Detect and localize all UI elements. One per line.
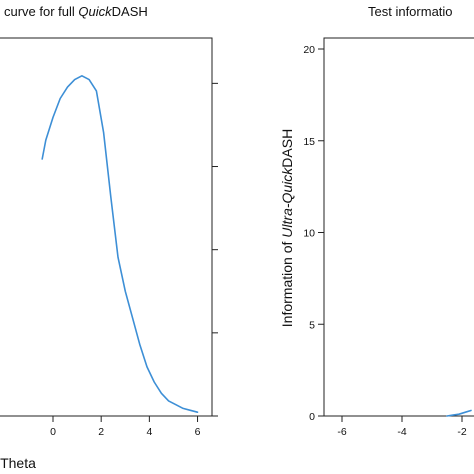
right-y-axis: 0 5 10 15 20 [303,44,324,423]
right-x-tick-label: -6 [337,426,346,438]
right-x-tick-label: -4 [397,426,406,438]
left-title-part-3: DASH [112,4,148,19]
left-title-part-2: Quick [78,4,113,19]
right-chart-title: Test informatio [368,4,453,19]
right-y-tick-label: 0 [309,411,315,423]
right-y-axis-label: Information of Ultra-QuickDASH [279,129,295,327]
right-y-tick-label: 20 [303,44,315,56]
left-chart-title: curve for full QuickDASH [4,4,148,19]
right-series-group [446,409,472,417]
left-x-tick-label: 4 [146,426,152,438]
left-x-tick-label: 2 [98,426,104,438]
right-y-tick-label: 15 [303,136,315,148]
right-series-line [446,409,472,417]
left-title-part-1: curve for full [4,4,78,19]
left-series-group [41,75,199,413]
left-x-tick-label: 0 [50,426,56,438]
right-ylabel-part-1: Information of [279,238,295,328]
right-x-tick-label: -2 [457,426,466,438]
right-chart: Test informatio 0 5 10 15 20 -6 -4 -2 Informat… [279,4,474,438]
right-ylabel-part-3: DASH [279,129,295,168]
right-x-axis: -6 -4 -2 [337,416,467,438]
left-x-axis: 0 2 4 6 [50,416,201,438]
left-plot-frame [0,37,213,417]
left-x-tick-label: 6 [195,426,201,438]
left-chart: curve for full QuickDASH 0 2 4 6 Theta [0,4,218,471]
right-y-tick-label: 5 [309,319,315,331]
right-ylabel-part-2: Ultra-Quick [279,167,295,238]
left-series-line [41,75,199,413]
right-plot-frame [323,37,474,417]
left-x-axis-label: Theta [0,455,36,471]
left-right-axis-ticks [212,82,218,417]
right-y-tick-label: 10 [303,228,315,240]
